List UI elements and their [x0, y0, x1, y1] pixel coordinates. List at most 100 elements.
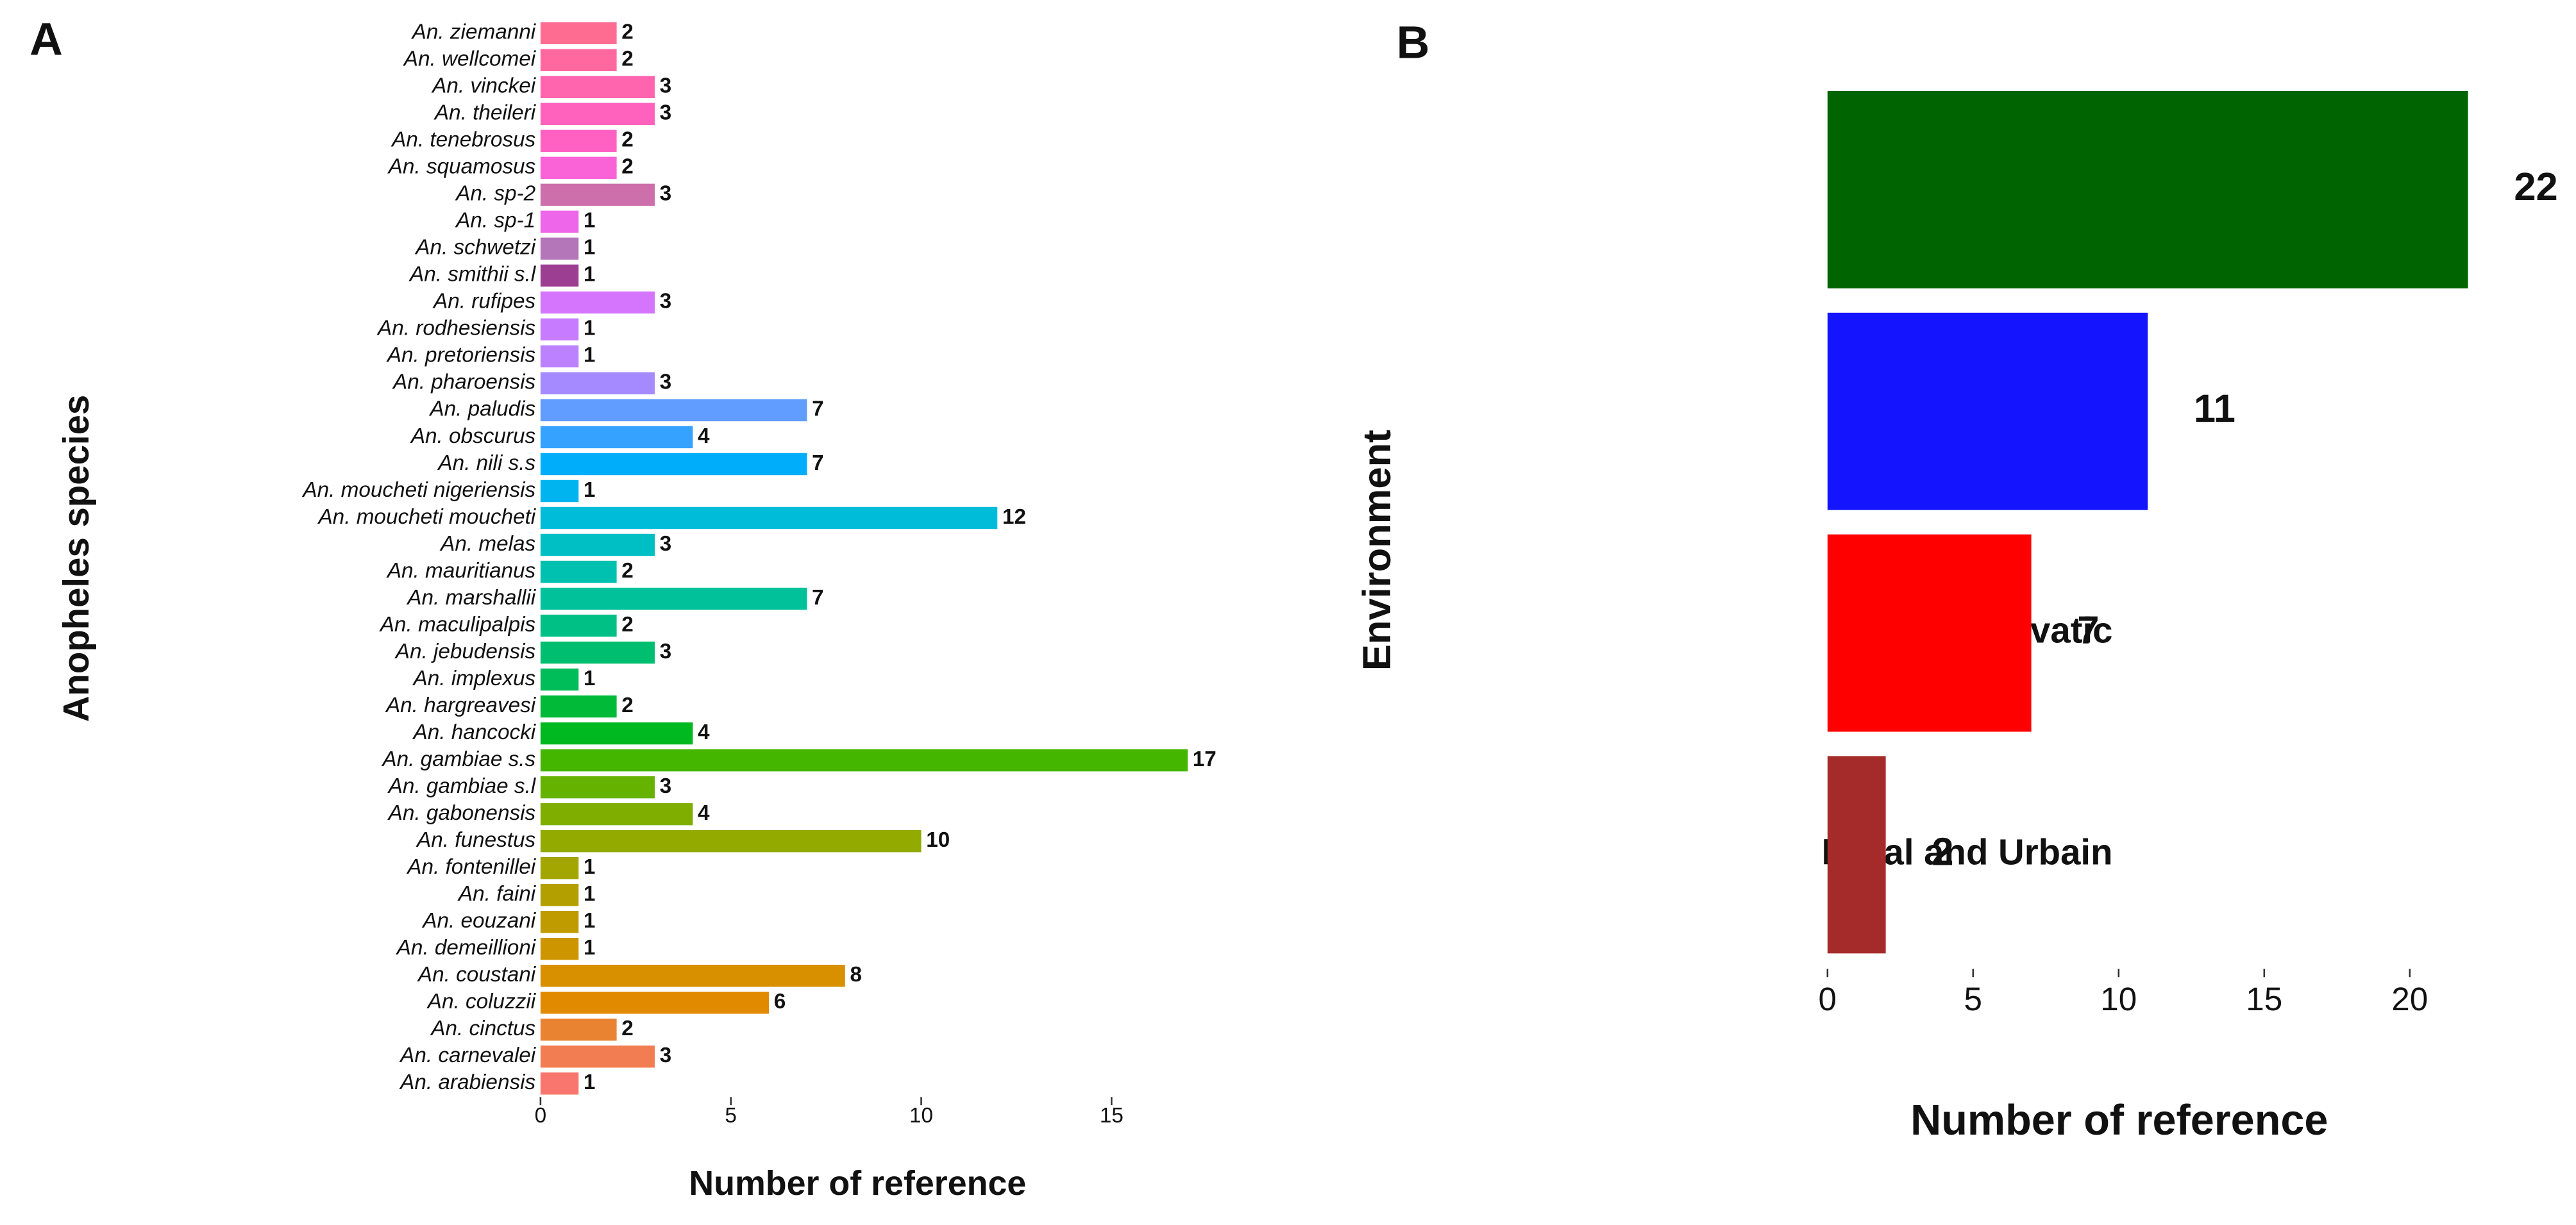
- value-label: 2: [621, 613, 634, 637]
- x-tick-label: 15: [1100, 1104, 1124, 1128]
- bar: [540, 103, 655, 126]
- value-label: 6: [774, 990, 786, 1013]
- value-label: 3: [660, 182, 672, 206]
- value-label: 2: [621, 21, 634, 44]
- bar: [540, 22, 617, 44]
- value-label: 2: [621, 155, 634, 179]
- value-label: 1: [584, 909, 596, 933]
- value-label: 2: [621, 694, 634, 717]
- bar: [540, 587, 807, 610]
- value-label: 3: [660, 532, 672, 556]
- value-label: 2: [621, 47, 634, 71]
- value-label: 2: [621, 559, 634, 583]
- category-label: An. schwetzi: [414, 236, 537, 260]
- category-label: An. carnevalei: [399, 1044, 537, 1067]
- bar: [540, 129, 617, 153]
- x-tick-label: 20: [2391, 981, 2428, 1017]
- bar: [540, 803, 693, 826]
- bar: [540, 668, 579, 691]
- category-label: An. pretoriensis: [386, 344, 535, 367]
- value-label: 3: [660, 774, 672, 798]
- bar: [540, 318, 579, 341]
- bar: [1827, 756, 1886, 954]
- bar: [540, 156, 617, 179]
- category-label: An. rodhesiensis: [376, 317, 535, 340]
- value-label: 7: [812, 397, 824, 421]
- value-label: 1: [584, 882, 596, 906]
- y-axis-title: Environment: [1355, 429, 1399, 671]
- bar: [540, 479, 579, 503]
- category-label: An. wellcomei: [403, 47, 537, 71]
- category-label: An. ziemanni: [411, 21, 537, 44]
- bar: [540, 722, 693, 745]
- bar: [540, 1046, 655, 1068]
- value-label: 7: [2077, 608, 2099, 653]
- category-label: An. rufipes: [432, 290, 535, 313]
- category-label: An. squamosus: [387, 155, 536, 179]
- value-label: 1: [584, 344, 596, 367]
- value-label: 1: [584, 263, 596, 287]
- value-label: 1: [584, 236, 596, 260]
- category-label: An. melas: [439, 532, 535, 556]
- category-label: An. nili s.s: [437, 451, 535, 475]
- category-label: An. theileri: [434, 101, 537, 125]
- category-label: An. mauritianus: [386, 559, 535, 583]
- category-label: An. obscurus: [410, 424, 535, 448]
- bar: [1827, 90, 2468, 288]
- value-label: 10: [926, 828, 950, 852]
- value-label: 4: [698, 801, 710, 825]
- value-label: 12: [1002, 505, 1026, 529]
- bar: [540, 937, 579, 960]
- x-tick-label: 0: [535, 1104, 547, 1128]
- value-label: 1: [584, 317, 596, 340]
- category-label: An. moucheti nigeriensis: [301, 478, 535, 502]
- bar: [540, 399, 807, 422]
- category-label: An. coluzzii: [426, 990, 537, 1013]
- value-label: 11: [2194, 387, 2235, 431]
- category-label: An. fontenillei: [406, 855, 537, 879]
- bar: [540, 264, 579, 287]
- category-label: An. sp-2: [455, 182, 535, 206]
- category-label: An. vinckei: [431, 74, 537, 98]
- bar: [540, 453, 807, 476]
- panel-label: A: [29, 14, 63, 65]
- category-label: An. gambiae s.s: [381, 747, 535, 771]
- bar: [540, 76, 655, 99]
- bar: [540, 829, 922, 853]
- category-label: An. gambiae s.l: [387, 774, 537, 798]
- category-label: An. tenebrosus: [391, 128, 535, 152]
- x-tick-label: 5: [725, 1104, 737, 1128]
- value-label: 1: [584, 855, 596, 879]
- value-label: 3: [660, 640, 672, 663]
- bar: [540, 965, 845, 987]
- value-label: 1: [584, 1071, 596, 1094]
- category-label: An. hargreavesi: [385, 694, 537, 717]
- bar: [540, 910, 579, 933]
- category-label: An. faini: [457, 882, 537, 906]
- x-tick-label: 5: [1964, 981, 1983, 1017]
- bar: [540, 992, 770, 1014]
- value-label: 22: [2514, 165, 2557, 209]
- category-label: An. demeillioni: [396, 936, 537, 960]
- category-label: An. eouzani: [421, 909, 536, 933]
- value-label: 3: [660, 101, 672, 125]
- value-label: 7: [812, 586, 824, 610]
- x-tick-label: 0: [1819, 981, 1837, 1017]
- value-label: 3: [660, 290, 672, 313]
- category-label: An. hancocki: [412, 721, 537, 744]
- bar: [540, 749, 1188, 772]
- bar: [540, 695, 617, 718]
- category-label: An. gabonensis: [387, 801, 536, 825]
- category-label: An. sp-1: [455, 209, 535, 233]
- bar: [540, 883, 579, 906]
- category-label: An. implexus: [412, 667, 536, 690]
- x-axis-title: Number of reference: [689, 1164, 1026, 1203]
- x-tick-label: 10: [2100, 981, 2137, 1017]
- x-axis-title: Number of reference: [1910, 1097, 2328, 1144]
- value-label: 4: [698, 424, 710, 448]
- value-label: 1: [584, 209, 596, 233]
- bar: [540, 372, 655, 395]
- value-label: 8: [850, 963, 862, 987]
- category-label: An. funestus: [416, 828, 535, 852]
- value-label: 1: [584, 478, 596, 502]
